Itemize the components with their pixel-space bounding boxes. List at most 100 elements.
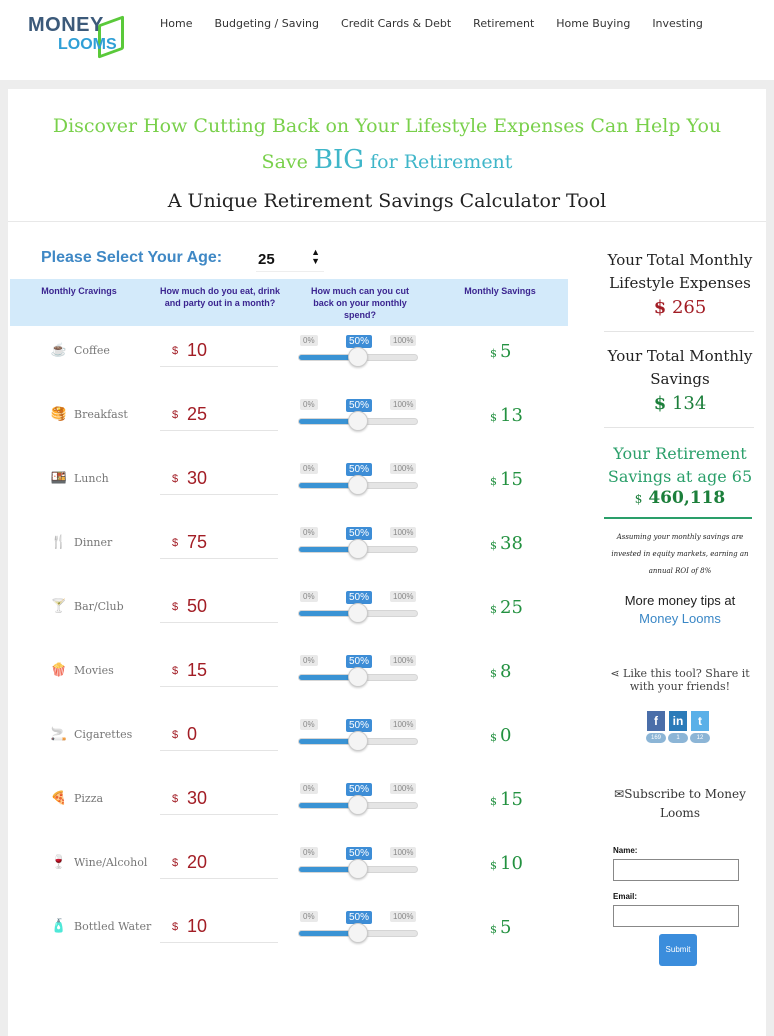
spend-input[interactable]: $50 xyxy=(160,593,278,623)
social-buttons: f 169 in 1 t 12 xyxy=(646,711,710,743)
currency-symbol: $ xyxy=(490,411,497,424)
monthly-savings: $5 xyxy=(490,917,511,938)
slider-label-min: 0% xyxy=(300,527,318,538)
nav-home[interactable]: Home xyxy=(160,17,193,30)
currency-symbol: $ xyxy=(172,729,179,741)
nav-home-buying[interactable]: Home Buying xyxy=(556,17,631,30)
slider-handle[interactable] xyxy=(348,731,368,751)
craving-item: 🍴 Dinner xyxy=(50,533,112,551)
retirement-savings-box: Your Retirement Savings at age 65 $ 460,… xyxy=(604,442,756,508)
slider-label-max: 100% xyxy=(390,591,417,602)
total-expenses-title: Your Total Monthly Lifestyle Expenses xyxy=(607,251,753,292)
currency-symbol: $ xyxy=(172,921,179,933)
share-count: 12 xyxy=(690,733,710,743)
craving-name: Bottled Water xyxy=(74,919,152,933)
spend-input[interactable]: $25 xyxy=(160,401,278,431)
cutback-slider[interactable]: 0% 50% 100% xyxy=(298,783,420,823)
slider-handle[interactable] xyxy=(348,603,368,623)
logo-text-looms: LOOMS xyxy=(58,36,117,53)
retirement-savings-title: Your Retirement Savings at age 65 xyxy=(607,444,753,486)
savings-value: 8 xyxy=(500,661,512,682)
page-subtitle: A Unique Retirement Savings Calculator T… xyxy=(167,190,607,212)
slider-handle[interactable] xyxy=(348,475,368,495)
monthly-savings: $10 xyxy=(490,853,523,874)
total-savings-title: Your Total Monthly Savings xyxy=(607,347,753,388)
spend-input[interactable]: $0 xyxy=(160,721,278,751)
spend-input[interactable]: $10 xyxy=(160,913,278,943)
craving-name: Wine/Alcohol xyxy=(74,855,148,869)
social-share-button[interactable]: in 1 xyxy=(668,711,688,743)
cutback-slider[interactable]: 0% 50% 100% xyxy=(298,719,420,759)
total-savings-value: $ 134 xyxy=(653,393,707,414)
tips-link[interactable]: Money Looms xyxy=(639,611,721,626)
slider-label-min: 0% xyxy=(300,783,318,794)
header-spend: How much do you eat, drink and party out… xyxy=(160,286,281,308)
currency-symbol: $ xyxy=(490,603,497,616)
slider-label-min: 0% xyxy=(300,655,318,666)
submit-button[interactable]: Submit xyxy=(659,934,697,966)
share-text: Like this tool? Share it with your frien… xyxy=(623,667,750,693)
currency-symbol: $ xyxy=(490,859,497,872)
slider-fill xyxy=(299,931,358,936)
currency-symbol: $ xyxy=(490,539,497,552)
craving-item: 🧴 Bottled Water xyxy=(50,917,151,935)
cutback-slider[interactable]: 0% 50% 100% xyxy=(298,911,420,951)
email-input[interactable] xyxy=(613,905,739,927)
spend-input[interactable]: $30 xyxy=(160,785,278,815)
slider-fill xyxy=(299,419,358,424)
savings-value: 15 xyxy=(500,469,523,490)
nav-investing[interactable]: Investing xyxy=(652,17,703,30)
table-row: 🧴 Bottled Water $10 0% 50% 100% $5 xyxy=(10,903,568,967)
name-input[interactable] xyxy=(613,859,739,881)
slider-handle[interactable] xyxy=(348,411,368,431)
slider-label-min: 0% xyxy=(300,335,318,346)
spend-input[interactable]: $75 xyxy=(160,529,278,559)
spend-value: 0 xyxy=(187,724,198,744)
spend-input[interactable]: $15 xyxy=(160,657,278,687)
slider-fill xyxy=(299,675,358,680)
spend-value: 10 xyxy=(187,340,208,360)
subscribe-box: ✉Subscribe to Money Looms xyxy=(604,785,756,823)
currency-symbol: $ xyxy=(490,795,497,808)
nav-retirement[interactable]: Retirement xyxy=(473,17,535,30)
dinner-icon: 🍴 xyxy=(50,534,68,550)
slider-fill xyxy=(299,867,358,872)
slider-fill xyxy=(299,355,358,360)
craving-name: Coffee xyxy=(74,343,110,357)
cutback-slider[interactable]: 0% 50% 100% xyxy=(298,399,420,439)
spend-input[interactable]: $20 xyxy=(160,849,278,879)
slider-handle[interactable] xyxy=(348,539,368,559)
main-nav: Home Budgeting / Saving Credit Cards & D… xyxy=(160,17,725,30)
slider-handle[interactable] xyxy=(348,859,368,879)
cutback-slider[interactable]: 0% 50% 100% xyxy=(298,655,420,695)
social-share-button[interactable]: t 12 xyxy=(690,711,710,743)
currency-symbol: $ xyxy=(172,665,179,677)
slider-handle[interactable] xyxy=(348,667,368,687)
monthly-savings: $15 xyxy=(490,789,523,810)
age-value: 25 xyxy=(258,251,275,268)
social-share-button[interactable]: f 169 xyxy=(646,711,666,743)
slider-label-max: 100% xyxy=(390,719,417,730)
spend-input[interactable]: $10 xyxy=(160,337,278,367)
slider-handle[interactable] xyxy=(348,347,368,367)
craving-name: Cigarettes xyxy=(74,727,133,741)
age-select[interactable]: 25 ▲ ▼ xyxy=(256,248,324,272)
spend-input[interactable]: $30 xyxy=(160,465,278,495)
currency-symbol: $ xyxy=(172,345,179,357)
slider-fill xyxy=(299,483,358,488)
slider-handle[interactable] xyxy=(348,923,368,943)
bar-icon: 🍸 xyxy=(50,598,68,614)
table-row: 🥞 Breakfast $25 0% 50% 100% $13 xyxy=(10,391,568,455)
craving-item: 🍷 Wine/Alcohol xyxy=(50,853,148,871)
cutback-slider[interactable]: 0% 50% 100% xyxy=(298,591,420,631)
cutback-slider[interactable]: 0% 50% 100% xyxy=(298,463,420,503)
cutback-slider[interactable]: 0% 50% 100% xyxy=(298,335,420,375)
cutback-slider[interactable]: 0% 50% 100% xyxy=(298,847,420,887)
slider-handle[interactable] xyxy=(348,795,368,815)
craving-item: 🚬 Cigarettes xyxy=(50,725,132,743)
nav-credit-cards-debt[interactable]: Credit Cards & Debt xyxy=(341,17,452,30)
header-savings: Monthly Savings xyxy=(464,286,536,296)
cutback-slider[interactable]: 0% 50% 100% xyxy=(298,527,420,567)
nav-budgeting-saving[interactable]: Budgeting / Saving xyxy=(214,17,320,30)
money-looms-logo[interactable]: MONEY LOOMS xyxy=(28,12,128,62)
